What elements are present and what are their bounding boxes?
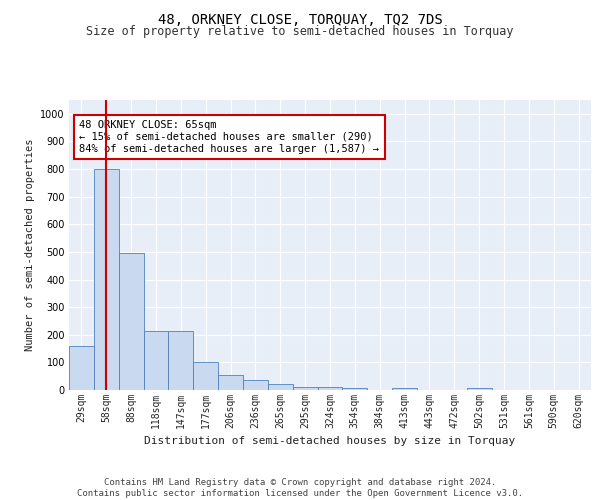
Bar bbox=[392, 388, 417, 390]
Text: Size of property relative to semi-detached houses in Torquay: Size of property relative to semi-detach… bbox=[86, 25, 514, 38]
Text: 48, ORKNEY CLOSE, TORQUAY, TQ2 7DS: 48, ORKNEY CLOSE, TORQUAY, TQ2 7DS bbox=[158, 12, 442, 26]
Bar bbox=[69, 346, 94, 390]
Bar bbox=[268, 384, 293, 390]
Y-axis label: Number of semi-detached properties: Number of semi-detached properties bbox=[25, 138, 35, 352]
Bar bbox=[169, 330, 193, 390]
Bar bbox=[94, 169, 119, 390]
Bar bbox=[143, 330, 169, 390]
Bar bbox=[119, 254, 143, 390]
Text: Contains HM Land Registry data © Crown copyright and database right 2024.
Contai: Contains HM Land Registry data © Crown c… bbox=[77, 478, 523, 498]
Bar bbox=[317, 387, 343, 390]
X-axis label: Distribution of semi-detached houses by size in Torquay: Distribution of semi-detached houses by … bbox=[145, 436, 515, 446]
Bar bbox=[193, 362, 218, 390]
Bar bbox=[293, 386, 317, 390]
Bar bbox=[218, 375, 243, 390]
Text: 48 ORKNEY CLOSE: 65sqm
← 15% of semi-detached houses are smaller (290)
84% of se: 48 ORKNEY CLOSE: 65sqm ← 15% of semi-det… bbox=[79, 120, 379, 154]
Bar bbox=[467, 388, 491, 390]
Bar bbox=[343, 388, 367, 390]
Bar bbox=[243, 380, 268, 390]
